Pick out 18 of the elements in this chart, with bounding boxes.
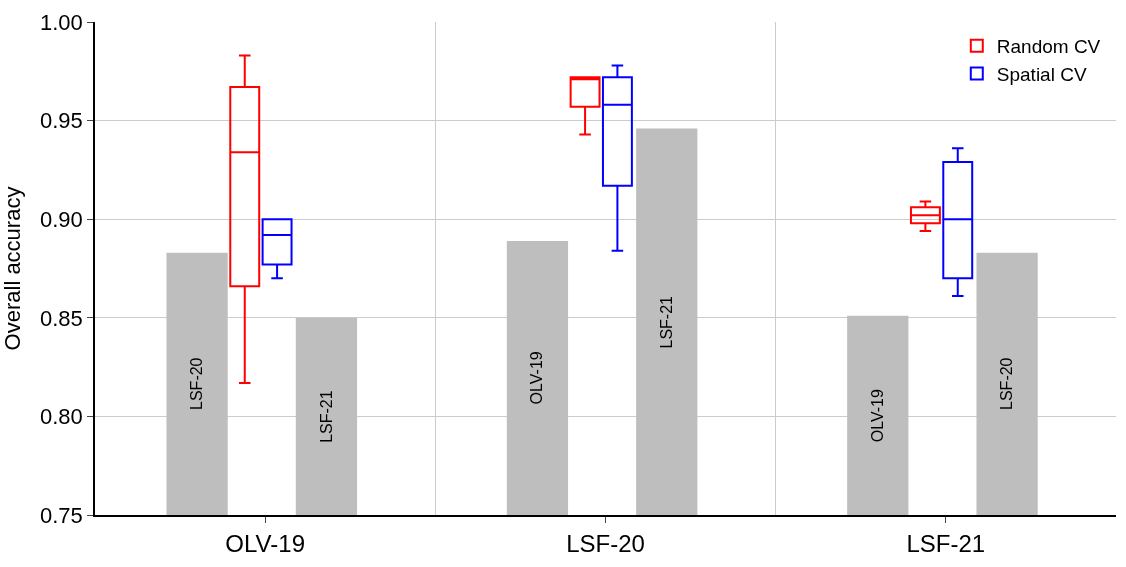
legend-label: Random CV	[996, 36, 1101, 58]
y-tick-label: 0.95	[40, 108, 83, 134]
data-label: LSF-21	[658, 295, 676, 349]
y-tick-label: 0.85	[40, 305, 83, 331]
x-tick-label: OLV-19	[225, 529, 305, 557]
x-tick-label: LSF-21	[906, 529, 986, 557]
data-label: LSF-20	[998, 357, 1016, 410]
x-tick-label: LSF-20	[566, 529, 645, 557]
y-tick-label: 0.75	[40, 502, 83, 528]
y-tick-label: 0.80	[40, 404, 83, 430]
y-axis-title: Overall accuracy	[0, 186, 25, 351]
data-label: LSF-21	[318, 390, 336, 443]
y-tick-label: 0.90	[40, 206, 83, 232]
data-label: OLV-19	[869, 389, 887, 443]
y-tick-label: 1.00	[40, 9, 83, 35]
data-label: LSF-20	[188, 357, 206, 410]
data-label: OLV-19	[528, 351, 546, 405]
legend-label: Spatial CV	[996, 63, 1087, 85]
